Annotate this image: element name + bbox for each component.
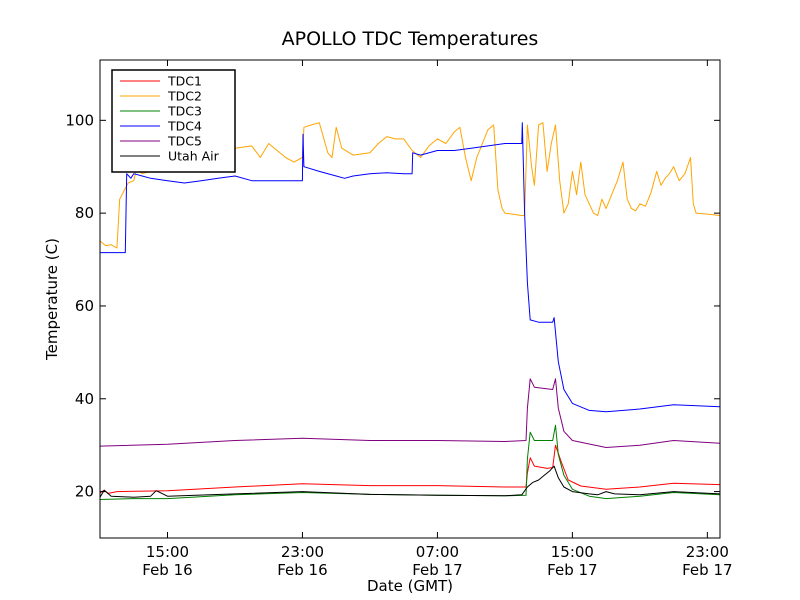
series-line-tdc2 — [100, 122, 720, 249]
x-tick-label-time: 23:00 — [281, 543, 324, 561]
x-tick-label-time: 23:00 — [686, 543, 729, 561]
x-tick-label-date: Feb 16 — [277, 561, 327, 579]
y-tick-label: 20 — [75, 483, 94, 501]
legend-label-tdc2: TDC2 — [167, 89, 202, 104]
series-line-tdc1 — [100, 444, 720, 494]
legend-label-tdc4: TDC4 — [167, 119, 202, 134]
x-tick-label-date: Feb 17 — [682, 561, 732, 579]
series-line-tdc3 — [100, 424, 720, 500]
x-tick-label-time: 15:00 — [551, 543, 594, 561]
x-tick-label-date: Feb 17 — [547, 561, 597, 579]
x-tick-label-time: 15:00 — [146, 543, 189, 561]
legend-label-utah-air: Utah Air — [168, 149, 220, 164]
series-layer — [100, 122, 720, 500]
y-tick-label: 100 — [65, 111, 94, 129]
chart-title: APOLLO TDC Temperatures — [282, 28, 539, 50]
x-tick-label-time: 07:00 — [416, 543, 459, 561]
legend-box — [111, 69, 236, 173]
y-tick-label: 60 — [75, 297, 94, 315]
y-tick-label: 80 — [75, 204, 94, 222]
y-axis-label: Temperature (C) — [43, 238, 61, 361]
legend-label-tdc3: TDC3 — [167, 104, 202, 119]
y-axis: 20 40 60 80 100 — [65, 111, 720, 501]
y-tick-label: 40 — [75, 390, 94, 408]
x-tick-label-date: Feb 16 — [142, 561, 192, 579]
legend-label-tdc5: TDC5 — [167, 134, 202, 149]
series-line-tdc4 — [100, 122, 720, 413]
x-axis-label: Date (GMT) — [367, 577, 453, 595]
x-tick-label-date: Feb 17 — [412, 561, 462, 579]
plot-area — [99, 59, 721, 539]
series-line-utah-air — [100, 465, 720, 498]
series-line-tdc5 — [100, 378, 720, 448]
plot-frame — [99, 59, 721, 539]
legend-label-tdc1: TDC1 — [167, 74, 202, 89]
